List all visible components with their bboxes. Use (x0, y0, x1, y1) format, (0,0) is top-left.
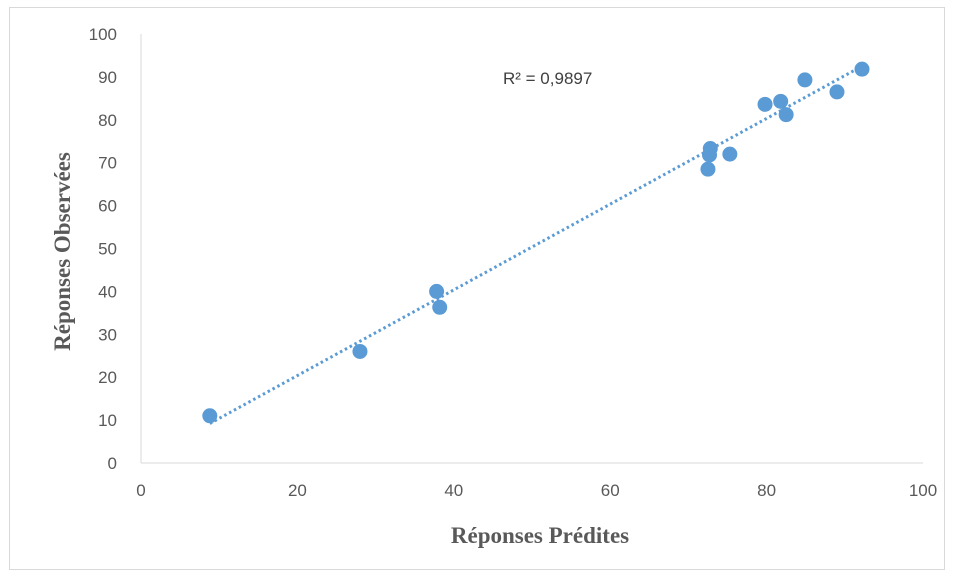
axes (140, 34, 923, 464)
y-tick-label: 40 (98, 282, 117, 301)
data-point (773, 93, 789, 109)
data-point (702, 141, 718, 157)
data-point (722, 146, 738, 162)
x-tick-label: 60 (601, 481, 620, 500)
x-axis-title: Réponses Prédites (451, 523, 629, 548)
data-point (854, 61, 870, 77)
y-tick-label: 10 (98, 411, 117, 430)
trendline (209, 64, 863, 425)
y-tick-label: 60 (98, 197, 117, 216)
y-tick-label: 100 (89, 25, 117, 44)
y-tick-labels: 0 10 20 30 40 50 60 70 80 90 100 (89, 25, 117, 473)
y-tick-label: 80 (98, 111, 117, 130)
data-point (432, 299, 448, 315)
data-point (352, 343, 368, 359)
data-point (797, 72, 813, 88)
data-point (429, 283, 445, 299)
y-tick-label: 0 (108, 454, 117, 473)
x-tick-label: 0 (136, 481, 145, 500)
y-tick-label: 90 (98, 68, 117, 87)
data-points (202, 61, 870, 424)
x-tick-label: 80 (757, 481, 776, 500)
x-tick-label: 40 (444, 481, 463, 500)
x-tick-label: 100 (909, 481, 937, 500)
r-squared-annotation: R² = 0,9897 (503, 69, 592, 88)
chart-area (9, 7, 945, 570)
y-axis-title: Réponses Observées (50, 152, 75, 351)
x-tick-labels: 0 20 40 60 80 100 (136, 481, 937, 500)
y-tick-label: 50 (98, 240, 117, 259)
y-tick-label: 70 (98, 154, 117, 173)
y-tick-label: 30 (98, 325, 117, 344)
data-point (202, 408, 218, 424)
x-tick-label: 20 (288, 481, 307, 500)
data-point (778, 107, 794, 123)
data-point (757, 96, 773, 112)
y-tick-label: 20 (98, 368, 117, 387)
data-point (829, 84, 845, 100)
data-point (700, 161, 716, 177)
